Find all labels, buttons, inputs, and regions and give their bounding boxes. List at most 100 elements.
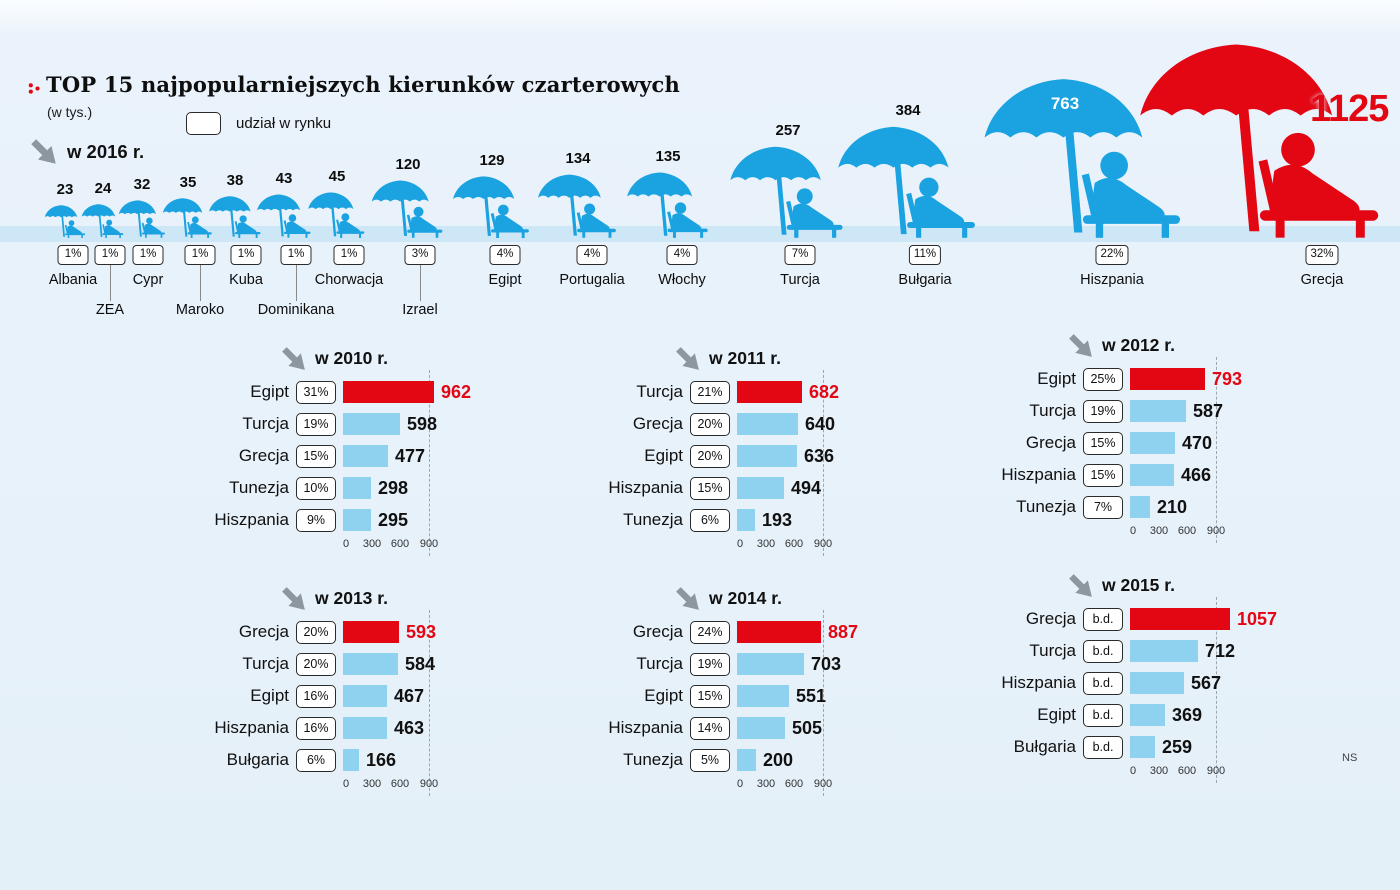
value-label: 38 xyxy=(226,172,244,189)
axis-tick: 0 xyxy=(737,538,744,550)
chart-2014: w 2014 r. Grecja 24% 887 Turcja 19% 703 Egipt 15… xyxy=(577,584,899,796)
chart-year-label: w 2015 r. xyxy=(1102,574,1175,595)
bar-row: Egipt 31% 962 xyxy=(183,376,505,408)
bar-area: 466 xyxy=(1130,464,1292,486)
bar-row: Turcja 19% 587 xyxy=(970,395,1292,427)
share-box: 1% xyxy=(94,245,126,265)
chart-2015: w 2015 r. Grecja b.d. 1057 Turcja b.d. 712 Hisz… xyxy=(970,571,1292,783)
share-box: 31% xyxy=(296,380,336,404)
bar-area: 793 xyxy=(1130,368,1292,390)
axis-tick: 0 xyxy=(343,538,350,550)
chart-2010: w 2010 r. Egipt 31% 962 Turcja 19% 598 Grecja 15… xyxy=(183,344,505,556)
axis-tick: 600 xyxy=(784,538,804,550)
value-label: 551 xyxy=(796,686,827,706)
country-label: ZEA xyxy=(95,302,125,318)
value-label: 793 xyxy=(1212,369,1243,389)
axis-tick: 900 xyxy=(813,778,833,790)
country-label: Egipt xyxy=(250,686,289,705)
year-2016-label: w 2016 r. xyxy=(67,140,145,162)
bar xyxy=(737,509,755,531)
share-box: 15% xyxy=(690,684,730,708)
bar xyxy=(1130,368,1205,390)
share-box: 21% xyxy=(690,380,730,404)
share-box: 7% xyxy=(784,245,816,265)
value-label: 200 xyxy=(763,750,794,770)
value-label: 257 xyxy=(775,122,801,139)
chart-2012: w 2012 r. Egipt 25% 793 Turcja 19% 587 Grecja 15… xyxy=(970,331,1292,543)
bar-row: Turcja 19% 703 xyxy=(577,648,899,680)
share-box: 4% xyxy=(489,245,521,265)
share-box: 19% xyxy=(1083,399,1123,423)
axis-tick: 600 xyxy=(390,538,410,550)
bar-row: Hiszpania 9% 295 xyxy=(183,504,505,536)
country-label: Albania xyxy=(48,272,98,288)
share-box: 32% xyxy=(1305,245,1339,265)
value-label: 763 xyxy=(1050,94,1080,113)
gridline-900 xyxy=(429,370,430,556)
bar xyxy=(1130,400,1186,422)
arrow-down-right-icon xyxy=(1068,573,1093,598)
axis-tick: 300 xyxy=(362,538,382,550)
gridline-900 xyxy=(1216,597,1217,783)
bar-area: 712 xyxy=(1130,640,1292,662)
share-box: 20% xyxy=(690,412,730,436)
label-connector xyxy=(420,264,421,301)
value-label: 470 xyxy=(1182,433,1213,453)
value-label: 587 xyxy=(1193,401,1224,421)
chart-year-title: w 2011 r. xyxy=(577,344,899,372)
country-label: Hiszpania xyxy=(214,718,289,737)
country-label: Hiszpania xyxy=(1001,673,1076,692)
share-box: b.d. xyxy=(1083,607,1123,631)
bar xyxy=(1130,736,1155,758)
bar-area: 887 xyxy=(737,621,899,643)
share-box: 19% xyxy=(296,412,336,436)
bar-area: 369 xyxy=(1130,704,1292,726)
country-label: Grecja xyxy=(1025,433,1076,452)
bar-area: 551 xyxy=(737,685,899,707)
share-box: 20% xyxy=(690,444,730,468)
bar-area: 636 xyxy=(737,445,899,467)
gridline-900 xyxy=(823,370,824,556)
x-axis: 0 300 600 900 xyxy=(343,776,505,791)
page-title: TOP 15 najpopularniejszych kierunków cza… xyxy=(46,72,680,97)
chart-year-title: w 2012 r. xyxy=(970,331,1292,359)
axis-tick: 900 xyxy=(813,538,833,550)
value-label: 120 xyxy=(395,156,421,173)
bar xyxy=(737,653,804,675)
country-label: Chorwacja xyxy=(314,272,384,288)
title-bullet-icon xyxy=(28,82,41,95)
bar-area: 703 xyxy=(737,653,899,675)
x-axis: 0 300 600 900 xyxy=(1130,523,1292,538)
axis-tick: 0 xyxy=(343,778,350,790)
bar-row: Bułgaria 6% 166 xyxy=(183,744,505,776)
arrow-down-right-icon xyxy=(30,138,57,165)
bar-area: 1057 xyxy=(1130,608,1292,630)
arrow-down-right-icon xyxy=(1068,333,1093,358)
country-label: Włochy xyxy=(658,272,706,288)
bar xyxy=(343,621,399,643)
axis-tick: 0 xyxy=(737,778,744,790)
share-box: 25% xyxy=(1083,367,1123,391)
bar xyxy=(343,653,398,675)
axis-tick: 300 xyxy=(1149,765,1169,777)
bar-area: 640 xyxy=(737,413,899,435)
country-label: Egipt xyxy=(644,446,683,465)
share-box: 1% xyxy=(57,245,89,265)
value-label: 24 xyxy=(94,180,112,197)
year-2016-heading: w 2016 r. xyxy=(30,138,144,165)
value-label: 23 xyxy=(56,181,74,198)
bar-row: Grecja 15% 470 xyxy=(970,427,1292,459)
arrow-down-right-icon xyxy=(675,586,700,611)
country-label: Turcja xyxy=(1029,641,1076,660)
value-label: 640 xyxy=(805,414,836,434)
country-label: Turcja xyxy=(242,654,289,673)
label-connector xyxy=(296,264,297,301)
umbrella-lounger-icon xyxy=(117,200,168,238)
label-connector xyxy=(200,264,201,301)
bar-area: 463 xyxy=(343,717,505,739)
umbrella-lounger-icon xyxy=(535,174,621,238)
bar-row: Hiszpania 15% 466 xyxy=(970,459,1292,491)
bar-row: Grecja 15% 477 xyxy=(183,440,505,472)
axis-tick: 600 xyxy=(1177,525,1197,537)
